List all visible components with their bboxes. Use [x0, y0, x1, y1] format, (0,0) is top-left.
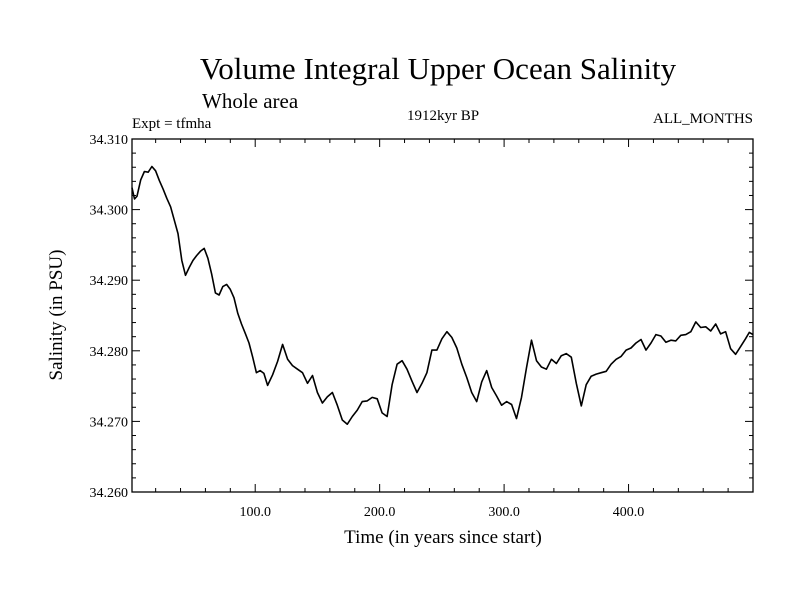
y-tick-label: 34.310: [90, 133, 129, 148]
chart-title: Volume Integral Upper Ocean Salinity: [200, 51, 677, 86]
period-label: 1912kyr BP: [407, 108, 479, 124]
y-tick-label: 34.280: [90, 345, 129, 360]
salinity-series-line: [131, 165, 754, 425]
plot-area-frame: [131, 138, 754, 493]
x-axis-label: Time (in years since start): [344, 527, 542, 548]
x-tick-label: 400.0: [613, 505, 645, 520]
y-axis-label: Salinity (in PSU): [46, 250, 67, 381]
y-tick-label: 34.300: [90, 204, 129, 219]
experiment-label: Expt = tfmha: [132, 116, 212, 132]
x-tick-label: 300.0: [488, 505, 520, 520]
y-tick-label: 34.270: [90, 415, 129, 430]
y-axis-ticks: 34.260 34.270 34.280 34.290 34.300 34.310: [90, 133, 753, 501]
y-tick-label: 34.290: [90, 274, 129, 289]
months-label: ALL_MONTHS: [653, 111, 753, 127]
x-tick-label: 200.0: [364, 505, 396, 520]
y-tick-label: 34.260: [90, 486, 129, 501]
chart-subtitle: Whole area: [202, 89, 299, 113]
x-axis-ticks: 100.0 200.0 300.0 400.0: [155, 139, 729, 520]
x-tick-label: 100.0: [239, 505, 271, 520]
